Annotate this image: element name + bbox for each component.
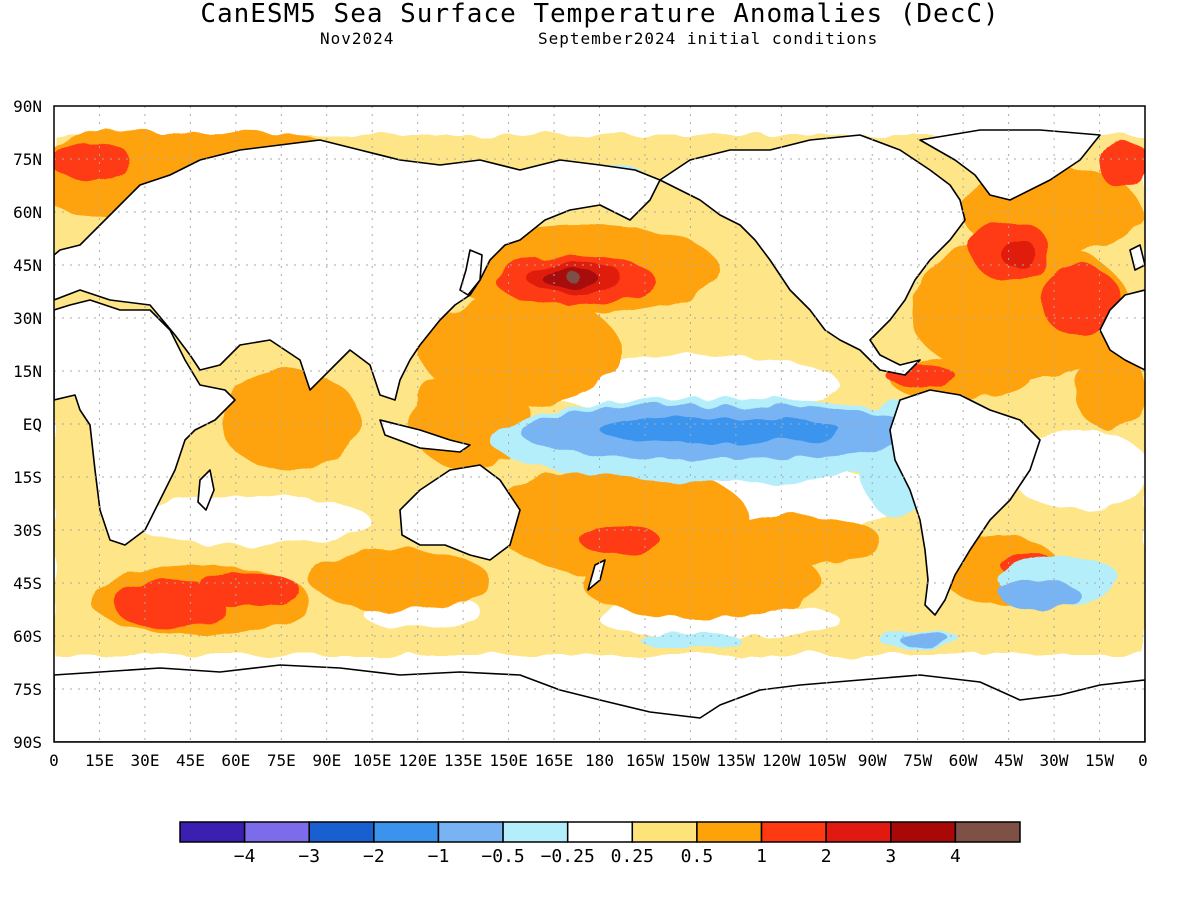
- latitude-labels: 90N 75N 60N 45N 30N 15N EQ 15S 30S 45S 6…: [13, 97, 42, 752]
- lon-label: 150W: [671, 751, 710, 770]
- lon-label: 30E: [131, 751, 160, 770]
- lon-label: 120W: [762, 751, 801, 770]
- forecast-month: Nov2024: [320, 29, 395, 48]
- colorbar-label: −4: [234, 846, 256, 867]
- lat-label: 75S: [13, 680, 42, 699]
- colorbar-label: 3: [885, 846, 896, 867]
- colorbar-swatch: [437, 821, 504, 843]
- lat-label: 45S: [13, 574, 42, 593]
- lon-label: 105W: [808, 751, 847, 770]
- lat-label: 60S: [13, 627, 42, 646]
- lat-label: EQ: [23, 415, 42, 434]
- colorbar-label: 4: [950, 846, 961, 867]
- colorbar-swatch: [308, 821, 375, 843]
- lon-label: 75E: [267, 751, 296, 770]
- colorbar-label: 2: [821, 846, 832, 867]
- colorbar: [179, 821, 1021, 843]
- colorbar-swatch: [890, 821, 957, 843]
- lat-label: 15S: [13, 468, 42, 487]
- colorbar-swatch: [566, 821, 634, 843]
- island-uk: [1129, 244, 1145, 271]
- lat-label: 15N: [13, 362, 42, 381]
- colorbar-swatch: [243, 821, 310, 843]
- continent-europe-east-edge: [1099, 289, 1145, 371]
- colorbar-swatch: [179, 821, 246, 843]
- lon-label: 45W: [994, 751, 1023, 770]
- plot-area: [54, 106, 1145, 742]
- lon-label: 135E: [444, 751, 483, 770]
- colorbar-label: −2: [363, 846, 385, 867]
- plot-frame: [53, 105, 1146, 743]
- colorbar-label: 1: [756, 846, 767, 867]
- continent-south-america: [889, 389, 1041, 616]
- continent-eurasia: [54, 139, 661, 401]
- longitude-labels: 0 15E 30E 45E 60E 75E 90E 105E 120E 135E…: [49, 751, 1148, 770]
- colorbar-swatch: [631, 821, 698, 843]
- lon-label: 120E: [398, 751, 437, 770]
- colorbar-label: 0.5: [681, 846, 714, 867]
- lat-label: 30S: [13, 521, 42, 540]
- island-japan: [459, 249, 483, 296]
- colorbar-label: −1: [428, 846, 450, 867]
- lon-label: 0: [49, 751, 59, 770]
- colorbar-label: −3: [298, 846, 320, 867]
- lon-label: 15E: [85, 751, 114, 770]
- lon-label: 0: [1138, 751, 1148, 770]
- lat-label: 90S: [13, 733, 42, 752]
- lon-label: 180: [585, 751, 614, 770]
- lat-label: 45N: [13, 256, 42, 275]
- lat-label: 75N: [13, 150, 42, 169]
- lon-label: 90E: [312, 751, 341, 770]
- lon-label: 165E: [535, 751, 574, 770]
- lon-label: 165W: [626, 751, 665, 770]
- lon-label: 15W: [1085, 751, 1114, 770]
- continent-australia: [399, 464, 521, 561]
- island-madagascar: [197, 469, 215, 511]
- map-title: CanESM5 Sea Surface Temperature Anomalie…: [200, 0, 1000, 29]
- colorbar-swatch: [502, 821, 569, 843]
- colorbar-swatch: [373, 821, 440, 843]
- lon-label: 105E: [353, 751, 392, 770]
- lon-label: 90W: [858, 751, 887, 770]
- colorbar-labels: −4 −3 −2 −1 −0.5 −0.25 0.25 0.5 1 2 3 4: [234, 846, 961, 867]
- anomaly-band-max-positive: [565, 271, 579, 281]
- anomaly-band-strong-negative: [600, 416, 840, 444]
- lat-label: 90N: [13, 97, 42, 116]
- lon-label: 75W: [903, 751, 932, 770]
- lat-label: 30N: [13, 309, 42, 328]
- colorbar-label: −0.25: [541, 846, 595, 867]
- lon-label: 30W: [1040, 751, 1069, 770]
- initial-conditions-label: September2024 initial conditions: [538, 29, 879, 48]
- colorbar-swatch: [825, 821, 892, 843]
- colorbar-swatch: [760, 821, 827, 843]
- islands-indonesia: [379, 419, 471, 453]
- lon-label: 60E: [221, 751, 250, 770]
- lon-label: 60W: [949, 751, 978, 770]
- colorbar-swatch: [954, 821, 1021, 843]
- colorbar-label: −0.5: [481, 846, 524, 867]
- colorbar-label: 0.25: [611, 846, 654, 867]
- gridlines: [54, 106, 1145, 742]
- colorbar-swatch: [696, 821, 763, 843]
- lon-label: 45E: [176, 751, 205, 770]
- island-greenland: [919, 129, 1101, 201]
- lon-label: 135W: [717, 751, 756, 770]
- lon-label: 150E: [489, 751, 528, 770]
- lat-label: 60N: [13, 203, 42, 222]
